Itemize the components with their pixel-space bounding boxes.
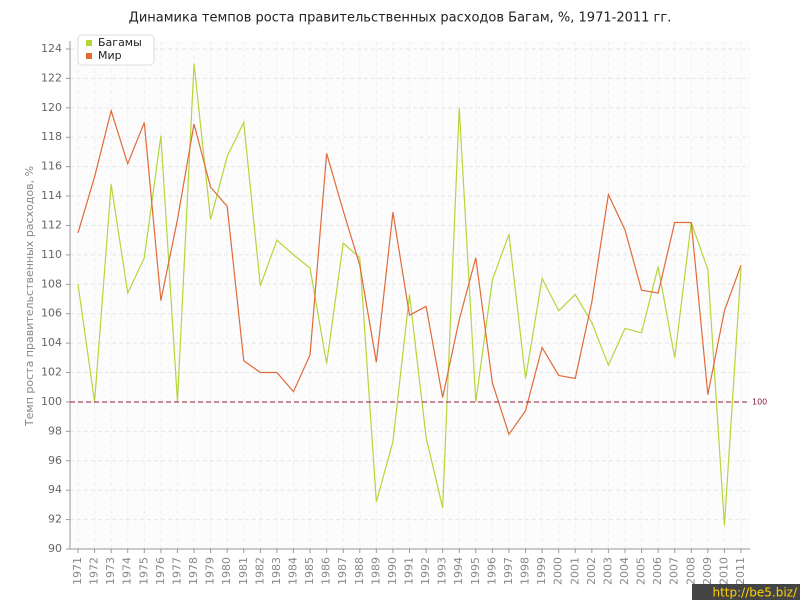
y-tick-label: 108 — [41, 277, 62, 290]
y-tick-label: 98 — [48, 424, 62, 437]
series-line — [77, 63, 742, 526]
y-tick-label: 112 — [41, 218, 62, 231]
x-tick-label: 1999 — [535, 557, 548, 585]
y-tick-label: 96 — [48, 454, 62, 467]
x-tick-label: 1971 — [71, 557, 84, 585]
y-tick-label: 106 — [41, 307, 62, 320]
x-tick-label: 2011 — [734, 557, 747, 585]
x-tick-label: 1976 — [154, 557, 167, 585]
x-tick-label: 1996 — [485, 557, 498, 585]
chart-title: Динамика темпов роста правительственных … — [129, 11, 672, 26]
y-tick-label: 124 — [41, 42, 62, 55]
x-tick-label: 1994 — [452, 557, 465, 585]
y-tick-label: 94 — [48, 483, 62, 496]
y-tick-label: 92 — [48, 513, 62, 526]
x-tick-label: 1977 — [170, 557, 183, 585]
x-tick-label: 1982 — [253, 557, 266, 585]
x-tick-label: 1979 — [204, 557, 217, 585]
x-tick-label: 1995 — [469, 557, 482, 585]
y-tick-label: 118 — [41, 130, 62, 143]
x-tick-label: 2007 — [668, 557, 681, 585]
x-tick-label: 2008 — [684, 557, 697, 585]
x-tick-label: 1974 — [121, 557, 134, 585]
legend-box — [77, 34, 155, 66]
x-tick-label: 1983 — [270, 557, 283, 585]
y-tick-label: 104 — [41, 336, 62, 349]
x-tick-label: 1998 — [519, 557, 532, 585]
y-axis-label: Темп роста правительственных расходов, % — [23, 166, 36, 427]
x-tick-label: 1997 — [502, 557, 515, 585]
y-tick-label: 102 — [41, 366, 62, 379]
legend-swatch — [86, 40, 92, 46]
y-tick-label: 90 — [48, 542, 62, 555]
x-tick-label: 1989 — [369, 557, 382, 585]
x-tick-label: 1986 — [320, 557, 333, 585]
y-tick-label: 122 — [41, 71, 62, 84]
x-tick-label: 2005 — [635, 557, 648, 585]
x-tick-label: 1984 — [286, 557, 299, 585]
x-tick-label: 1981 — [237, 557, 250, 585]
x-tick-label: 1993 — [436, 557, 449, 585]
x-tick-label: 2001 — [568, 557, 581, 585]
x-tick-label: 1973 — [104, 557, 117, 585]
x-tick-label: 1975 — [137, 557, 150, 585]
x-tick-label: 1992 — [419, 557, 432, 585]
x-tick-label: 2006 — [651, 557, 664, 585]
x-tick-label: 2002 — [585, 557, 598, 585]
y-tick-label: 100 — [41, 395, 62, 408]
legend-label: Багамы — [98, 36, 142, 49]
y-tick-label: 120 — [41, 101, 62, 114]
x-tick-label: 1980 — [220, 557, 233, 585]
x-tick-label: 2003 — [601, 557, 614, 585]
x-tick-label: 1978 — [187, 557, 200, 585]
series-line — [77, 108, 742, 436]
y-tick-label: 110 — [41, 248, 62, 261]
x-tick-label: 1990 — [386, 557, 399, 585]
x-tick-label: 2004 — [618, 557, 631, 585]
x-tick-label: 2010 — [717, 557, 730, 585]
x-tick-label: 1987 — [336, 557, 349, 585]
x-tick-label: 1972 — [88, 557, 101, 585]
reference-label: 100 — [752, 397, 767, 406]
watermark-bg — [692, 584, 800, 600]
legend-label: Мир — [98, 49, 122, 62]
x-tick-label: 1988 — [353, 557, 366, 585]
x-tick-label: 2000 — [552, 557, 565, 585]
y-tick-label: 114 — [41, 189, 62, 202]
y-tick-label: 116 — [41, 160, 62, 173]
x-tick-label: 1991 — [403, 557, 416, 585]
x-tick-label: 1985 — [303, 557, 316, 585]
legend-swatch — [86, 53, 92, 59]
x-tick-label: 2009 — [701, 557, 714, 585]
watermark: http://be5.biz/ — [712, 586, 797, 600]
